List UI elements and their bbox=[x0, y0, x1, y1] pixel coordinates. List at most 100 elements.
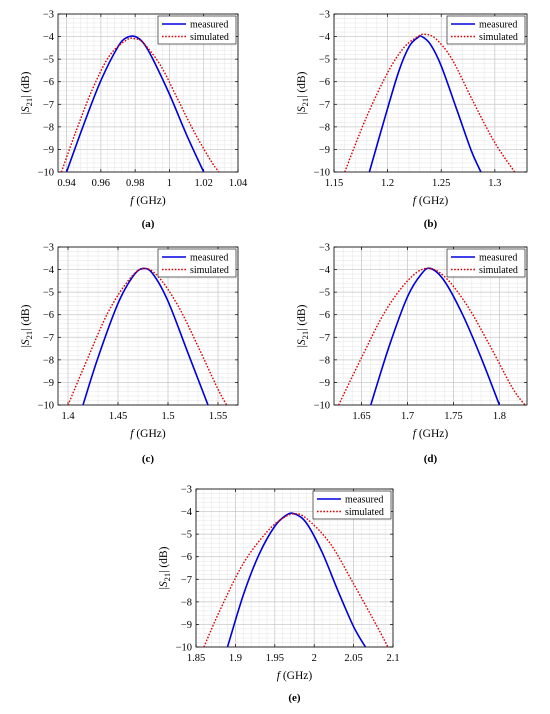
legend-label-simulated: simulated bbox=[345, 507, 384, 518]
legend-label-measured: measured bbox=[190, 20, 228, 31]
x-tick-label: 0.98 bbox=[126, 178, 144, 189]
plot-frame bbox=[57, 13, 239, 173]
legend-label-simulated: simulated bbox=[479, 265, 518, 276]
y-tick-label: −9 bbox=[181, 620, 192, 631]
x-tick-label: 1 bbox=[167, 178, 172, 189]
x-tick-label: 1.55 bbox=[209, 411, 227, 422]
y-tick-label: −5 bbox=[181, 530, 192, 541]
y-tick-label: −4 bbox=[181, 507, 193, 518]
y-tick-label: −7 bbox=[319, 333, 330, 344]
x-tick-label: 1.75 bbox=[444, 411, 462, 422]
figure-caption: (a) bbox=[142, 218, 155, 230]
y-tick-label: −8 bbox=[319, 355, 330, 366]
figure-caption: (e) bbox=[288, 692, 301, 704]
plot-frame bbox=[333, 13, 528, 173]
y-tick-label: −9 bbox=[43, 378, 54, 389]
series-simulated-line bbox=[337, 267, 527, 405]
y-tick-label: −3 bbox=[43, 10, 54, 21]
x-tick-label: 1.8 bbox=[493, 411, 506, 422]
y-tick-label: −10 bbox=[176, 643, 192, 654]
legend-box bbox=[312, 490, 392, 520]
x-tick-label: 1.2 bbox=[381, 178, 394, 189]
x-tick-label: 0.94 bbox=[57, 178, 76, 189]
y-tick-label: −9 bbox=[319, 378, 330, 389]
x-tick-label: 1.3 bbox=[488, 178, 501, 189]
y-tick-label: −8 bbox=[43, 355, 54, 366]
figure-caption: (c) bbox=[142, 453, 155, 465]
series-measured-line bbox=[82, 267, 209, 405]
y-tick-label: −5 bbox=[43, 55, 54, 66]
plot-frame bbox=[333, 246, 528, 406]
y-tick-label: −4 bbox=[319, 32, 331, 43]
x-axis-label: f (GHz) bbox=[413, 428, 449, 440]
y-tick-label: −6 bbox=[181, 552, 192, 563]
chart-panel-1: 0.94 0.96 0.98 1 1.02 1.04 −10 −9 −8 −7 −6 −5 −4 −3 f … bbox=[20, 10, 248, 231]
y-tick-label: −7 bbox=[181, 575, 192, 586]
y-axis-label: |S21| (dB) bbox=[296, 71, 310, 114]
y-tick-label: −8 bbox=[319, 122, 330, 133]
x-tick-label: 1.02 bbox=[195, 178, 213, 189]
plot-frame bbox=[195, 488, 394, 648]
y-tick-label: −3 bbox=[319, 243, 330, 254]
x-axis-label: f (GHz) bbox=[277, 670, 313, 682]
y-tick-label: −10 bbox=[38, 401, 54, 412]
x-axis-label: f (GHz) bbox=[130, 428, 166, 440]
y-axis-label: |S21| (dB) bbox=[20, 304, 34, 347]
series-simulated-line bbox=[67, 267, 228, 405]
x-tick-label: 1.7 bbox=[401, 411, 414, 422]
y-tick-label: −4 bbox=[43, 265, 55, 276]
x-tick-label: 1.95 bbox=[266, 653, 284, 664]
x-tick-label: 2.05 bbox=[344, 653, 362, 664]
y-tick-label: −10 bbox=[38, 168, 54, 179]
x-tick-label: 1.85 bbox=[187, 653, 205, 664]
x-tick-label: 2.1 bbox=[386, 653, 399, 664]
x-tick-label: 1.15 bbox=[325, 178, 343, 189]
y-tick-label: −10 bbox=[314, 168, 330, 179]
y-tick-label: −6 bbox=[43, 310, 54, 321]
legend-label-measured: measured bbox=[190, 253, 228, 264]
x-tick-label: 2 bbox=[312, 653, 317, 664]
y-tick-label: −9 bbox=[319, 145, 330, 156]
y-tick-label: −4 bbox=[319, 265, 331, 276]
y-tick-label: −3 bbox=[181, 485, 192, 496]
y-axis-label: |S21| (dB) bbox=[296, 304, 310, 347]
x-tick-label: 1.9 bbox=[229, 653, 242, 664]
y-tick-label: −6 bbox=[43, 77, 54, 88]
y-tick-label: −6 bbox=[319, 310, 330, 321]
chart-panel-5: 1.85 1.9 1.95 2 2.05 2.1 −10 −9 −8 −7 −6 −5 −4 −3 f (G… bbox=[158, 485, 400, 705]
legend-label-measured: measured bbox=[479, 20, 517, 31]
plot-frame bbox=[57, 246, 239, 406]
legend-box bbox=[157, 15, 237, 45]
chart-panel-3: 1.4 1.45 1.5 1.55 −10 −9 −8 −7 −6 −5 −4 −3 f (GHz) |S… bbox=[20, 243, 239, 465]
series-simulated-line bbox=[344, 33, 516, 172]
y-axis-label: |S21| (dB) bbox=[20, 71, 34, 114]
legend-box bbox=[157, 248, 237, 278]
legend-label-measured: measured bbox=[479, 253, 517, 264]
x-tick-label: 0.96 bbox=[92, 178, 110, 189]
x-tick-label: 1.04 bbox=[229, 178, 248, 189]
y-tick-label: −8 bbox=[181, 597, 192, 608]
y-tick-label: −8 bbox=[43, 122, 54, 133]
x-axis-label: f (GHz) bbox=[130, 195, 166, 207]
series-measured-line bbox=[226, 512, 367, 647]
legend-label-simulated: simulated bbox=[479, 32, 518, 43]
legend-box bbox=[446, 15, 526, 45]
y-tick-label: −6 bbox=[319, 77, 330, 88]
chart-panel-4: 1.65 1.7 1.75 1.8 −10 −9 −8 −7 −6 −5 −4 −3 f (GHz) |S… bbox=[296, 243, 528, 465]
x-tick-label: 1.45 bbox=[109, 411, 127, 422]
x-tick-label: 1.25 bbox=[432, 178, 450, 189]
series-measured-line bbox=[65, 35, 205, 172]
y-tick-label: −3 bbox=[43, 243, 54, 254]
x-axis-label: f (GHz) bbox=[413, 195, 449, 207]
y-tick-label: −5 bbox=[319, 288, 330, 299]
y-axis-label: |S21| (dB) bbox=[158, 546, 172, 589]
chart-panel-2: 1.15 1.2 1.25 1.3 −10 −9 −8 −7 −6 −5 −4 −3 f (GHz) |S… bbox=[296, 10, 528, 230]
y-tick-label: −5 bbox=[319, 55, 330, 66]
